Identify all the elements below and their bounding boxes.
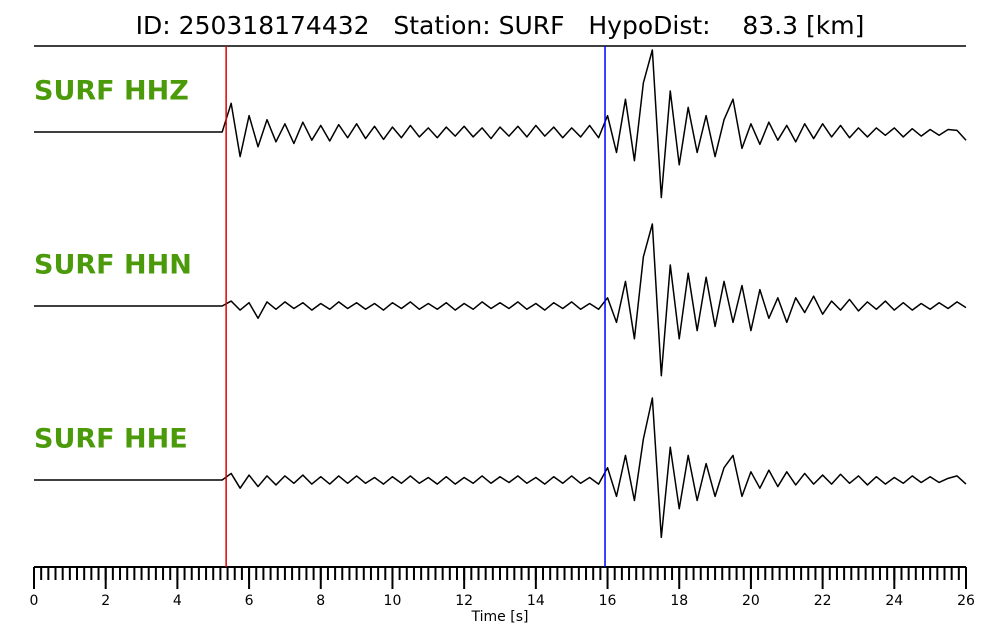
x-tick-label: 10 [384,593,402,609]
trace-label: SURF HHZ [34,76,189,107]
waveform [34,49,967,199]
x-tick-label: 0 [30,593,39,609]
x-tick-label: 22 [814,593,832,609]
trace-label: SURF HHE [34,424,188,455]
trace-label: SURF HHN [34,250,192,281]
chart-title: ID: 250318174432 Station: SURF HypoDist:… [136,11,865,40]
x-tick-label: 14 [527,593,545,609]
x-tick-label: 8 [316,593,325,609]
x-tick-label: 6 [245,593,254,609]
waveform [34,397,967,539]
x-tick-label: 18 [670,593,688,609]
x-tick-label: 26 [957,593,975,609]
x-tick-label: 2 [101,593,110,609]
x-tick-label: 12 [455,593,473,609]
x-tick-label: 20 [742,593,760,609]
x-tick-label: 4 [173,593,182,609]
waveform [34,223,967,377]
x-tick-label: 16 [599,593,617,609]
x-axis-label: Time [s] [471,609,529,625]
x-tick-label: 24 [885,593,903,609]
